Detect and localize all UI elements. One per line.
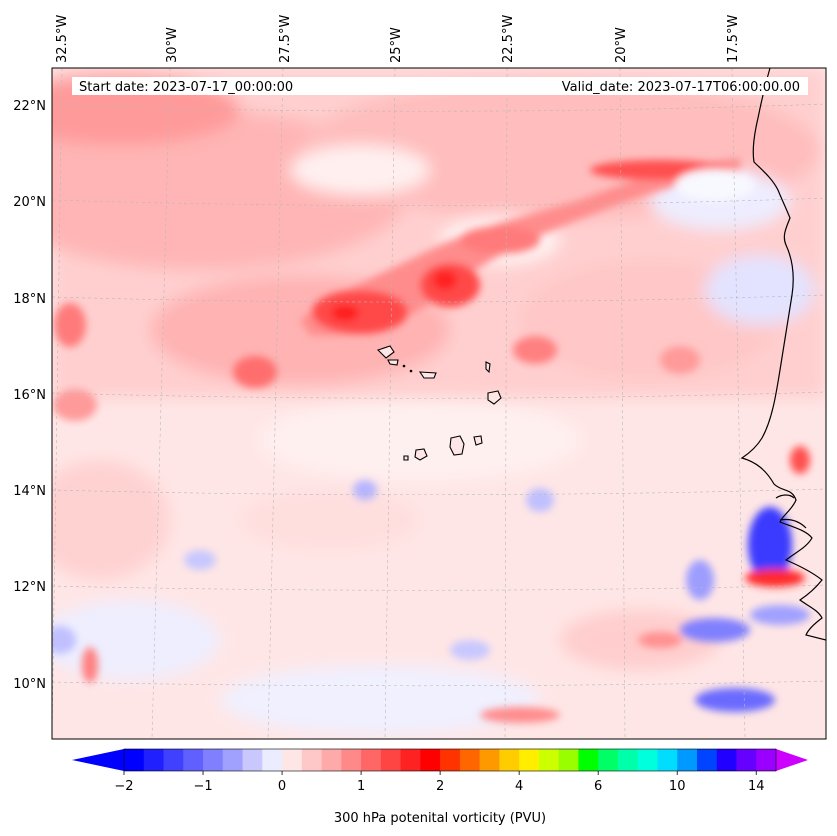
colorbar-cell xyxy=(538,749,560,771)
colorbar-cell xyxy=(301,749,323,771)
colorbar-cell xyxy=(756,749,777,771)
colorbar-cell xyxy=(598,749,619,771)
colorbar-cell xyxy=(736,749,757,771)
colorbar-tick-label: 10 xyxy=(669,779,686,794)
colorbar-cell xyxy=(361,749,382,771)
lon-label: 22.5°W xyxy=(501,15,516,63)
colorbar-cell xyxy=(321,749,342,771)
lat-label: 16°N xyxy=(13,388,46,403)
colorbar-tick-label: 2 xyxy=(436,779,444,794)
lat-label: 22°N xyxy=(13,99,46,114)
colorbar-cell xyxy=(499,749,520,771)
colorbar-cell xyxy=(519,749,540,771)
lon-label: 25°W xyxy=(389,27,404,63)
colorbar-tick-label: 0 xyxy=(278,779,286,794)
pv-field xyxy=(52,68,826,739)
colorbar-cell xyxy=(420,749,441,771)
colorbar-cell xyxy=(124,749,145,771)
coastline xyxy=(740,68,826,641)
colorbar-ticks: −2 −1 0 1 2 4 6 10 14 xyxy=(114,771,765,794)
small-island xyxy=(402,364,406,368)
colorbar-cell xyxy=(617,749,639,771)
lat-label: 10°N xyxy=(13,677,46,692)
start-date-text: Start date: 2023-07-17_00:00:00 xyxy=(79,80,293,95)
colorbar-tick-label: 14 xyxy=(748,779,765,794)
date-box xyxy=(72,77,808,95)
colorbar-cells xyxy=(124,749,777,771)
colorbar-cell xyxy=(578,749,599,771)
colorbar-cell xyxy=(143,749,165,771)
colorbar: −2 −1 0 1 2 4 6 10 14 300 hPa potenital vorticit… xyxy=(72,748,808,826)
colorbar-tick-label: 4 xyxy=(515,779,523,794)
colorbar-cell xyxy=(657,749,678,771)
valid-date-text: Valid_date: 2023-07-17T06:00:00.00 xyxy=(562,80,800,95)
colorbar-cell xyxy=(183,749,204,771)
colorbar-cell xyxy=(459,749,481,771)
lat-label: 12°N xyxy=(13,580,46,595)
lat-labels: 22°N 20°N 18°N 16°N 14°N 12°N 10°N xyxy=(13,99,46,692)
colorbar-label: 300 hPa potenital vorticity (PVU) xyxy=(334,811,546,826)
lon-label: 20°W xyxy=(614,27,629,63)
colorbar-cell xyxy=(558,749,579,771)
colorbar-cell xyxy=(282,749,303,771)
colorbar-cell xyxy=(262,749,283,771)
lon-label: 17.5°W xyxy=(726,15,741,63)
lon-label: 30°W xyxy=(165,27,180,63)
colorbar-tick-label: 6 xyxy=(594,779,602,794)
colorbar-over-triangle xyxy=(776,749,808,771)
colorbar-cell xyxy=(341,749,362,771)
map-frame xyxy=(51,67,827,740)
colorbar-cell xyxy=(696,749,718,771)
lon-labels: 32.5°W 30°W 27.5°W 25°W 22.5°W 20°W 17.5… xyxy=(55,15,741,63)
colorbar-cell xyxy=(716,749,737,771)
colorbar-cell xyxy=(440,749,461,771)
colorbar-cell xyxy=(637,749,658,771)
colorbar-under-triangle xyxy=(72,749,124,771)
colorbar-cell xyxy=(163,749,184,771)
colorbar-tick-label: −2 xyxy=(114,779,133,794)
lon-label: 32.5°W xyxy=(55,15,70,63)
colorbar-cell xyxy=(380,749,402,771)
pv-blobs-light xyxy=(52,68,826,735)
colorbar-cell xyxy=(479,749,500,771)
colorbar-cell xyxy=(222,749,244,771)
graticule xyxy=(52,68,826,739)
lat-label: 20°N xyxy=(13,195,46,210)
lon-label: 27.5°W xyxy=(278,15,293,63)
colorbar-cell xyxy=(677,749,698,771)
cape-verde-islands xyxy=(376,345,502,461)
colorbar-frame xyxy=(123,748,777,772)
date-annotations: Start date: 2023-07-17_00:00:00 Valid_da… xyxy=(72,77,808,95)
lat-label: 14°N xyxy=(13,484,46,499)
lat-label: 18°N xyxy=(13,292,46,307)
pv-blobs-strong xyxy=(52,158,810,723)
colorbar-cell xyxy=(203,749,224,771)
colorbar-tick-label: −1 xyxy=(193,779,212,794)
colorbar-cell xyxy=(242,749,263,771)
colorbar-cell xyxy=(400,749,421,771)
colorbar-tick-label: 1 xyxy=(357,779,365,794)
small-island xyxy=(409,369,413,373)
